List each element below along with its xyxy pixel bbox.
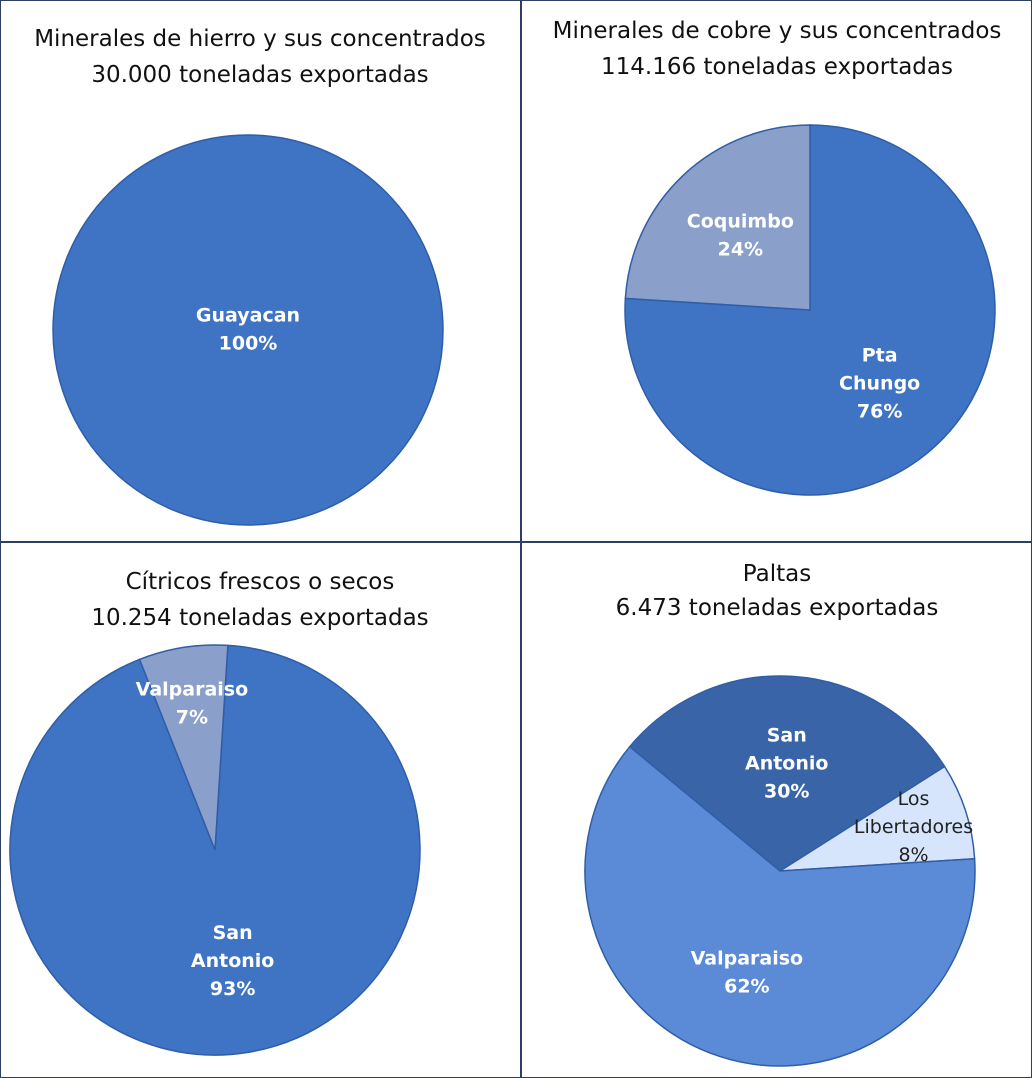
slice-label-san-antonio-name: San	[213, 922, 253, 944]
chart-title: Minerales de cobre y sus concentrados	[552, 18, 1002, 44]
slice-label-san-antonio-pct: 30%	[764, 780, 809, 802]
chart-title: Cítricos frescos o secos	[125, 569, 395, 595]
slice-label-pta-chungo-pct: 76%	[857, 401, 902, 423]
slice-label-coquimbo-name: Coquimbo	[687, 210, 794, 232]
pie-slice-coquimbo	[624, 124, 811, 311]
pie-chart: Pta Chungo 76% Coquimbo 24%	[624, 124, 996, 496]
chart-subtitle: 114.166 toneladas exportadas	[601, 54, 953, 80]
pie-chart: San Antonio 93% Valparaiso 7%	[9, 644, 421, 1056]
slice-label-pta-chungo-name: Chungo	[839, 373, 920, 395]
slice-label-pta-chungo-name: Pta	[862, 345, 898, 367]
chart-title: Paltas	[742, 561, 812, 587]
slice-label-guayacan-name: Guayacan	[196, 305, 300, 327]
slice-label-los-libertadores-name: Los	[898, 788, 930, 810]
slice-label-los-libertadores-pct: 8%	[898, 844, 928, 866]
pie-slice-los-libertadores	[779, 765, 976, 872]
chart-subtitle: 6.473 toneladas exportadas	[615, 595, 939, 621]
pie-chart: Guayacan 100%	[52, 134, 444, 526]
pie-slice-san-antonio	[628, 675, 946, 872]
slice-label-coquimbo-pct: 24%	[718, 238, 763, 260]
slice-label-san-antonio-name: Antonio	[191, 950, 274, 972]
slice-label-valparaiso-pct: 7%	[176, 707, 208, 729]
slice-label-san-antonio-name: San	[767, 724, 807, 746]
slice-label-valparaiso-name: Valparaiso	[136, 679, 249, 701]
pie-chart: San Antonio 30% Los Libertadores 8% Valparaiso…	[584, 675, 976, 1067]
slice-label-valparaiso-name: Valparaiso	[691, 948, 804, 970]
pie-slice-pta-chungo	[624, 124, 996, 496]
divider-horizontal	[0, 541, 1032, 543]
chart-panel-avocado: Paltas 6.473 toneladas exportadas San Ant…	[522, 543, 1032, 1078]
slice-label-san-antonio-pct: 93%	[210, 978, 255, 1000]
divider-vertical	[520, 0, 522, 1078]
slice-label-guayacan-pct: 100%	[219, 333, 278, 355]
chart-subtitle: 10.254 toneladas exportadas	[91, 605, 429, 631]
chart-panel-citrus: Cítricos frescos o secos 10.254 tonelada…	[0, 543, 520, 1078]
pie-slice-san-antonio	[9, 644, 421, 1056]
pie-slice-valparaiso	[138, 644, 229, 851]
pie-slice-guayacan	[52, 134, 444, 526]
chart-subtitle: 30.000 toneladas exportadas	[91, 62, 429, 88]
chart-title: Minerales de hierro y sus concentrados	[34, 26, 486, 52]
slice-label-san-antonio-name: Antonio	[745, 752, 828, 774]
slice-label-valparaiso-pct: 62%	[724, 976, 769, 998]
chart-panel-copper: Minerales de cobre y sus concentrados 11…	[522, 0, 1032, 541]
chart-panel-iron: Minerales de hierro y sus concentrados 3…	[0, 0, 520, 541]
slice-label-los-libertadores-name: Libertadores	[854, 816, 973, 838]
pie-slice-valparaiso	[584, 745, 976, 1067]
